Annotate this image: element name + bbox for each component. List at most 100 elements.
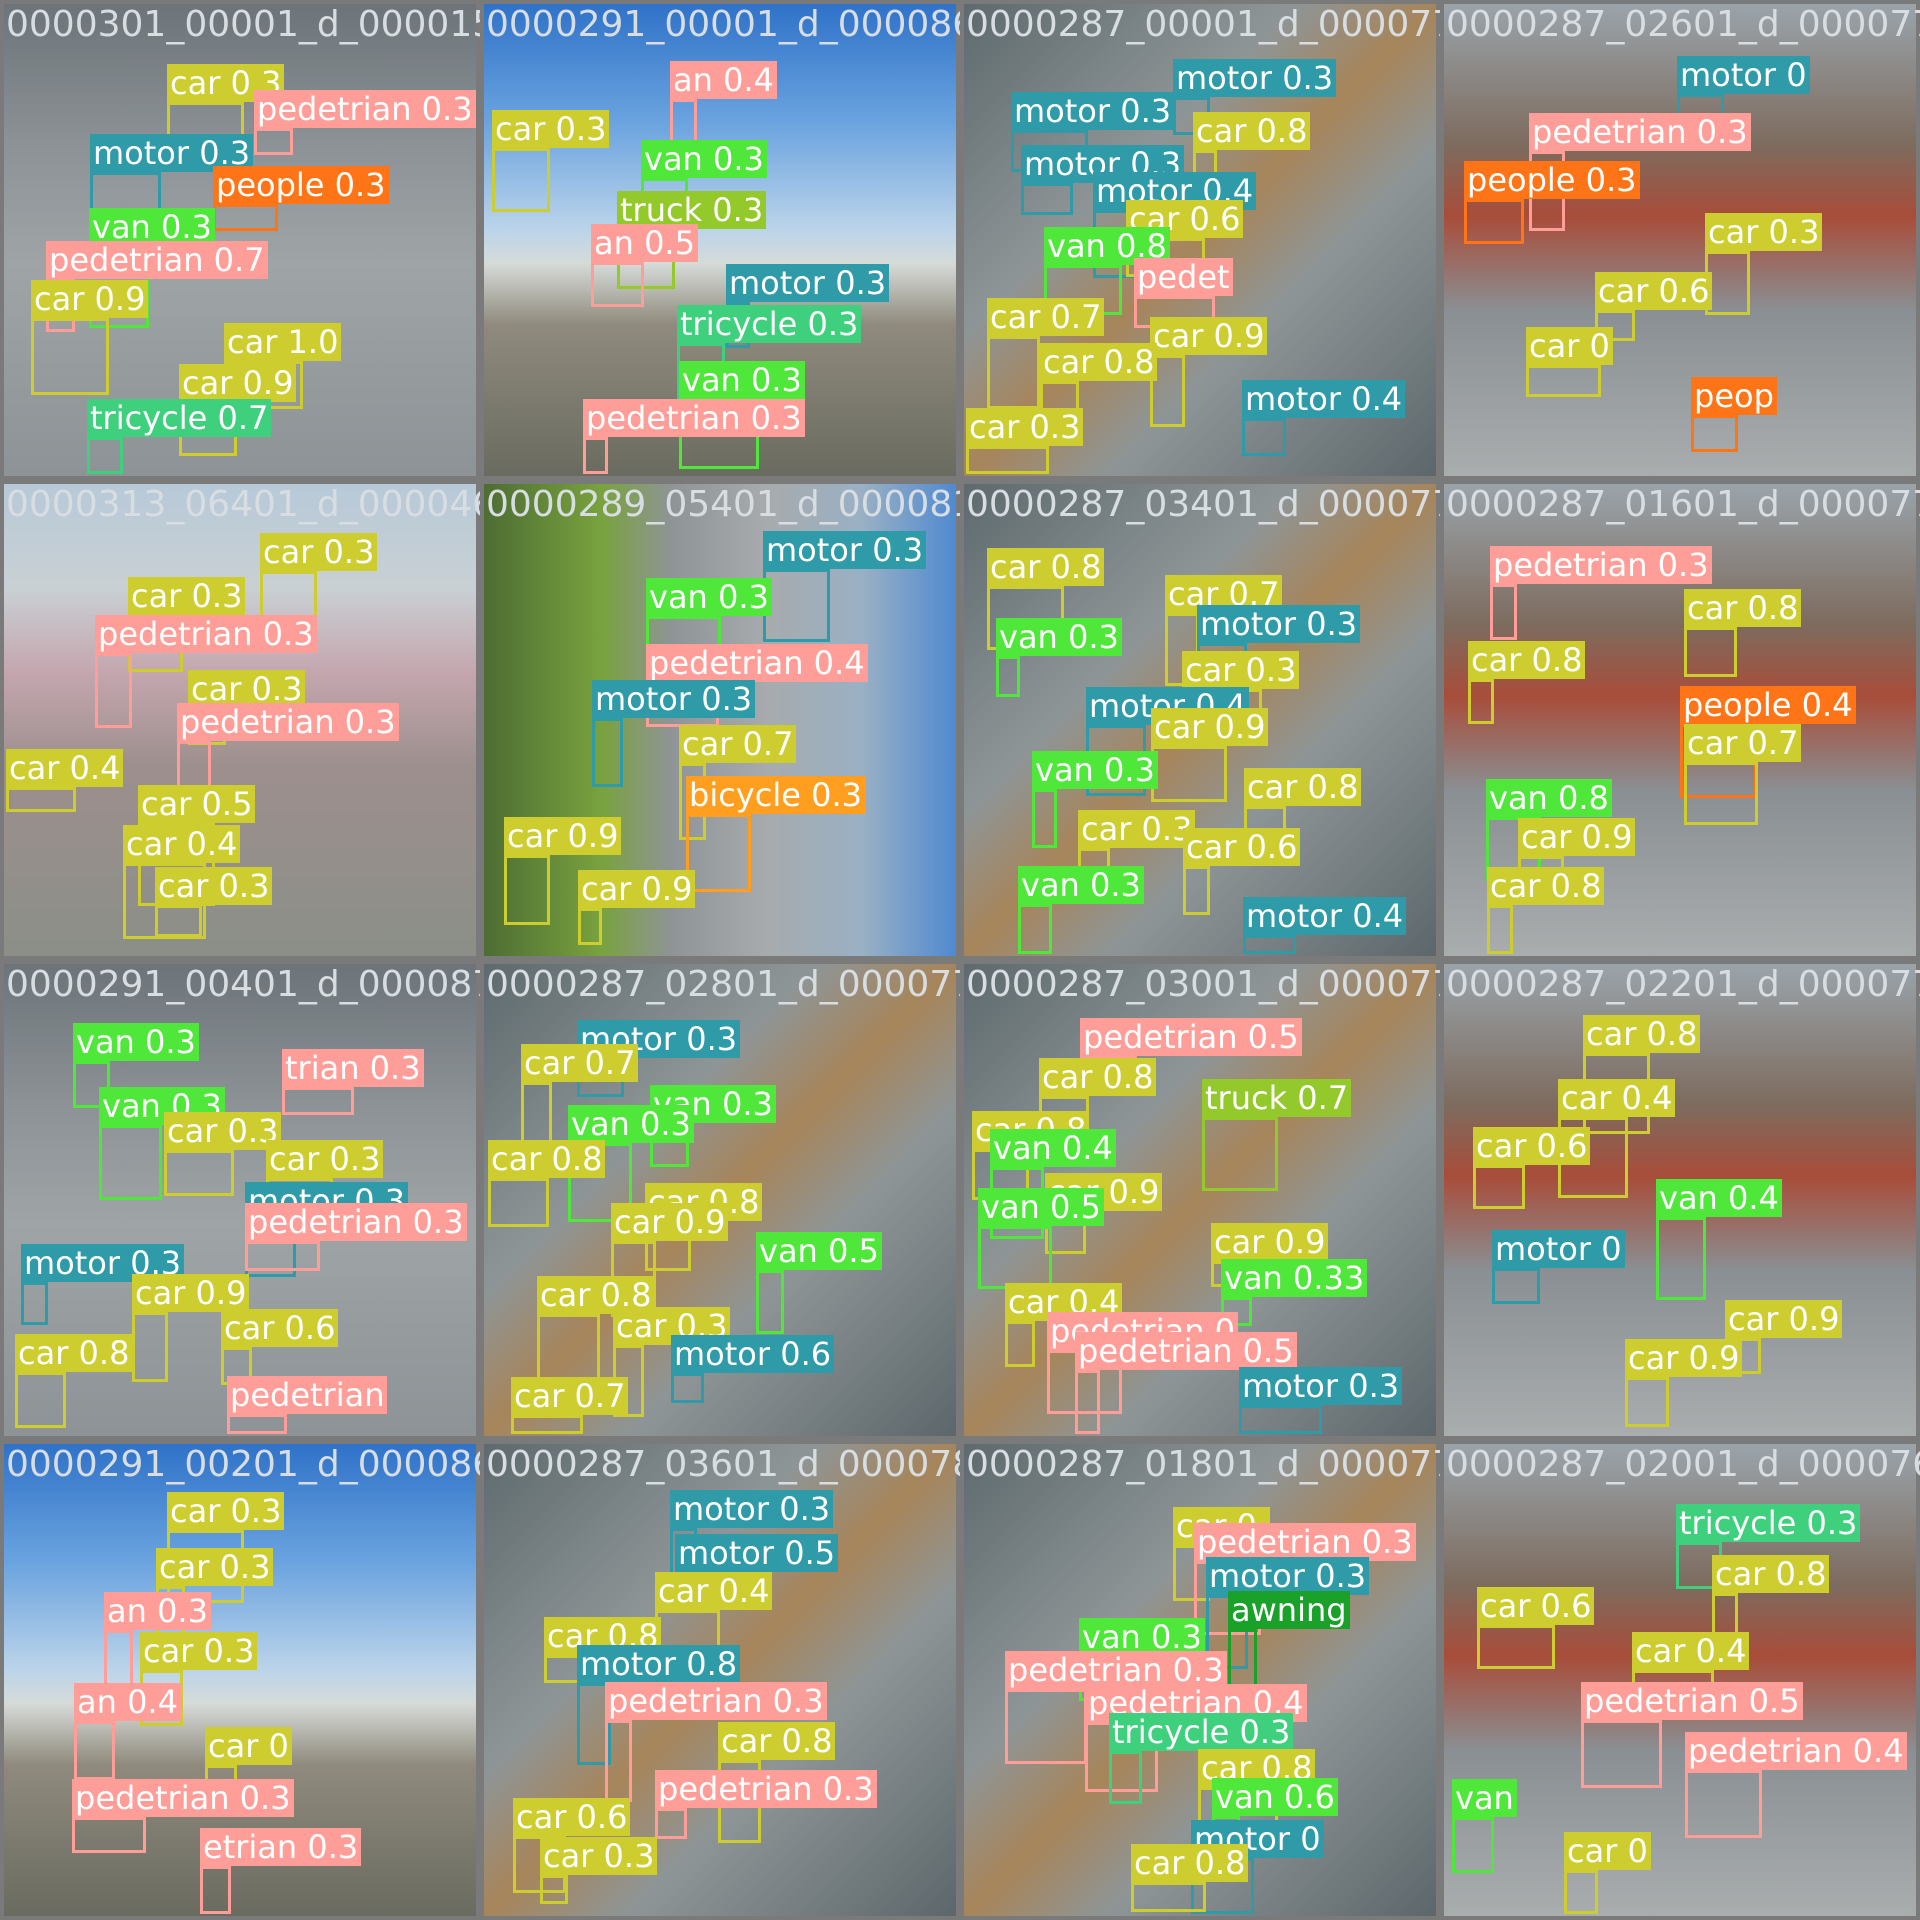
detection-label: car 0.7 bbox=[511, 1377, 629, 1415]
detection-label: motor 0.3 bbox=[1239, 1367, 1403, 1405]
bounding-box bbox=[504, 855, 550, 925]
bounding-box bbox=[1477, 1625, 1555, 1669]
mosaic-tile: 0000313_06401_d_000046 car 0.3 car 0.3 pede… bbox=[0, 480, 480, 960]
detection-label: tricycle 0.7 bbox=[87, 399, 272, 437]
mosaic-tile: 0000287_03601_d_000078 motor 0.3 motor 0.5… bbox=[480, 1440, 960, 1920]
bounding-box bbox=[591, 262, 644, 307]
detection-label: motor 0.5 bbox=[675, 1534, 839, 1572]
detection-label: car 0.3 bbox=[966, 408, 1084, 446]
bounding-box bbox=[227, 1414, 287, 1434]
detection-label: car 0.9 bbox=[504, 817, 622, 855]
detection-label: car 0.6 bbox=[1477, 1587, 1595, 1625]
bounding-box bbox=[996, 656, 1020, 697]
bounding-box bbox=[282, 1087, 354, 1115]
detection-label: car 0.8 bbox=[1131, 1844, 1249, 1882]
detection-label: pedetrian 0.3 bbox=[245, 1203, 467, 1241]
detection-label: an 0.5 bbox=[591, 224, 698, 262]
mosaic-tile: 0000287_03401_d_000077 car 0.8 car 0.7 moto… bbox=[960, 480, 1440, 960]
detection-label: car 0.3 bbox=[140, 1632, 258, 1670]
bounding-box bbox=[1075, 1370, 1100, 1434]
detection-label: car 0.3 bbox=[156, 1548, 274, 1586]
detection-label: car 0.4 bbox=[1558, 1079, 1676, 1117]
detection-label: car 0.8 bbox=[1684, 589, 1802, 627]
mosaic-tile: 0000287_02601_d_000077 motor 0 pedetrian 0… bbox=[1440, 0, 1920, 480]
detection-label: van 0.5 bbox=[756, 1232, 882, 1270]
detection-label: etrian 0.3 bbox=[200, 1828, 362, 1866]
detection-label: van 0.4 bbox=[1656, 1179, 1782, 1217]
bounding-box bbox=[1625, 1377, 1669, 1427]
detection-label: pedet bbox=[1134, 258, 1233, 296]
tile-filename: 0000287_02801_d_000077 bbox=[486, 964, 960, 1005]
detection-label: car 0.3 bbox=[540, 1837, 658, 1875]
tile-filename: 0000291_00401_d_000087 bbox=[6, 964, 480, 1005]
detection-label: car 0.7 bbox=[1684, 724, 1802, 762]
bounding-box bbox=[6, 787, 76, 812]
detection-label: car 0.8 bbox=[537, 1276, 655, 1314]
detection-label: van 0.8 bbox=[1486, 779, 1612, 817]
bounding-box bbox=[686, 814, 751, 892]
bounding-box bbox=[488, 1178, 549, 1227]
bounding-box bbox=[1564, 1870, 1598, 1914]
detection-label: car 0.8 bbox=[1040, 343, 1158, 381]
detection-label: car 0.6 bbox=[1595, 272, 1713, 310]
detection-label: motor 0.3 bbox=[670, 1490, 834, 1528]
detection-label: peop bbox=[1691, 377, 1777, 415]
bounding-box bbox=[1490, 584, 1517, 640]
bounding-box bbox=[1691, 415, 1738, 452]
mosaic-tile: 0000291_00001_d_0000868.jpgan 0.4 car 0.3… bbox=[480, 0, 960, 480]
bounding-box bbox=[1656, 1217, 1706, 1300]
bounding-box bbox=[164, 1150, 234, 1196]
bounding-box bbox=[521, 1082, 552, 1148]
detection-label: car 0.9 bbox=[611, 1203, 729, 1241]
bounding-box bbox=[1206, 1595, 1248, 1669]
bounding-box bbox=[1131, 1882, 1206, 1912]
tile-filename: 0000301_00001_d_0000156.jpg bbox=[6, 4, 480, 45]
detection-label: car 0.9 bbox=[1625, 1339, 1743, 1377]
bounding-box bbox=[73, 1061, 110, 1108]
detection-label: car 0.3 bbox=[266, 1140, 384, 1178]
bounding-box bbox=[1595, 310, 1635, 341]
detection-label: car 0.8 bbox=[1487, 867, 1605, 905]
detection-label: car 0.3 bbox=[188, 670, 306, 708]
detection-label: car 0.4 bbox=[1632, 1632, 1750, 1670]
detection-label: van 0.3 bbox=[1032, 751, 1158, 789]
detection-label: pedetrian 0.7 bbox=[46, 241, 268, 279]
detection-label: car 0.3 bbox=[492, 110, 610, 148]
bounding-box bbox=[31, 318, 109, 395]
detection-label: car 0.8 bbox=[1583, 1015, 1701, 1053]
tile-filename: 0000287_00001_d_000077 bbox=[966, 4, 1440, 45]
detection-label: motor 0.3 bbox=[592, 680, 756, 718]
bounding-box bbox=[1183, 866, 1210, 915]
detection-label: motor 0 bbox=[1677, 56, 1810, 94]
detection-label: van 0.3 bbox=[996, 618, 1122, 656]
tile-filename: 0000291_00001_d_0000868.jpg bbox=[486, 4, 960, 45]
bounding-box bbox=[1239, 1405, 1322, 1434]
detection-label: car 0.9 bbox=[1151, 708, 1269, 746]
bounding-box bbox=[87, 437, 123, 474]
detection-label: car 0.6 bbox=[1473, 1127, 1591, 1165]
mosaic-tile: 0000287_00001_d_000077 motor 0.3 motor 0.3… bbox=[960, 0, 1440, 480]
detection-label: people 0.4 bbox=[1680, 686, 1856, 724]
mosaic-tile: 0000291_00201_d_000086 car 0.3 car 0.3 an 0… bbox=[0, 1440, 480, 1920]
detection-label: van 0.3 bbox=[568, 1105, 694, 1143]
bounding-box bbox=[577, 1683, 611, 1765]
detection-label: car 0.7 bbox=[521, 1044, 639, 1082]
bounding-box bbox=[99, 1125, 162, 1200]
bounding-box bbox=[540, 1875, 568, 1904]
bounding-box bbox=[670, 99, 697, 146]
bounding-box bbox=[511, 1415, 583, 1434]
detection-label: truck 0.3 bbox=[617, 191, 767, 229]
detection-label: an 0.4 bbox=[74, 1683, 181, 1721]
detection-label: pedetrian 0.3 bbox=[655, 1770, 877, 1808]
bounding-box bbox=[671, 1373, 704, 1403]
bounding-box bbox=[15, 1372, 66, 1428]
detection-label: people 0.3 bbox=[1464, 161, 1640, 199]
detection-label: car 0.3 bbox=[128, 577, 246, 615]
detection-label: van 0.3 bbox=[89, 208, 215, 246]
detection-label: van 0.6 bbox=[1212, 1778, 1338, 1816]
detection-label: motor 0.3 bbox=[1011, 92, 1175, 130]
bounding-box bbox=[655, 1808, 687, 1839]
detection-label: car 0 bbox=[1526, 327, 1613, 365]
